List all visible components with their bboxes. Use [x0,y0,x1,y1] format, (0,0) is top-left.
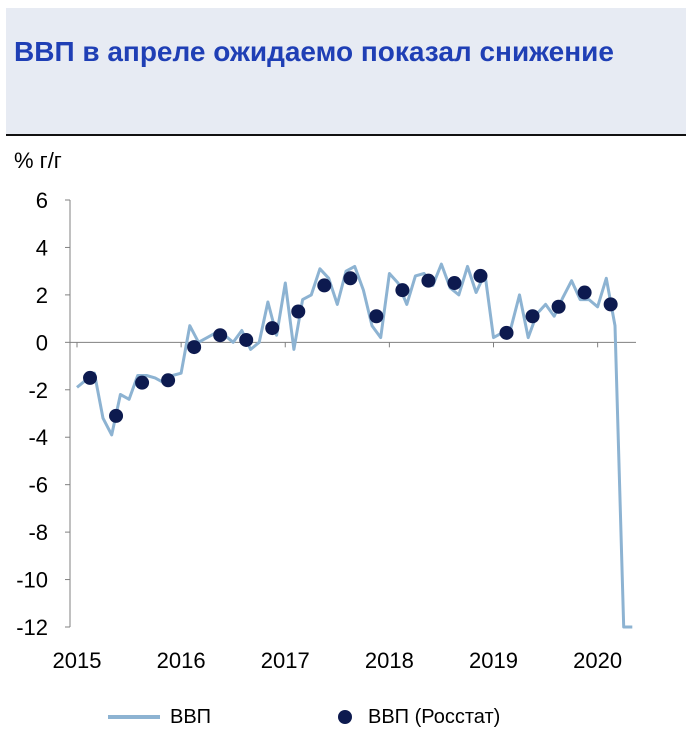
y-tick-label: -8 [28,520,48,545]
legend-line-swatch [108,715,160,719]
rosstat-point [499,325,514,340]
series-layer [76,262,633,629]
rosstat-point [213,328,228,343]
y-tick-label: 4 [36,235,48,260]
y-tick-label: 0 [36,330,48,355]
rosstat-point [187,340,202,355]
x-tick-label: 2018 [365,648,414,673]
rosstat-point [525,309,540,324]
rosstat-point [265,321,280,336]
rosstat-point [603,297,618,312]
y-tick-label: 6 [36,188,48,213]
legend-label-gdp-rosstat: ВВП (Росстат) [368,705,501,728]
x-tick-label: 2017 [261,648,310,673]
rosstat-point [447,276,462,291]
rosstat-point [161,373,176,388]
gdp-line [76,262,633,629]
rosstat-point [317,278,332,293]
rosstat-point [577,285,592,300]
y-tick-label: -4 [28,425,48,450]
x-tick-label: 2019 [469,648,518,673]
x-tick-label: 2020 [573,648,622,673]
y-tick-label: -10 [16,568,48,593]
y-tick-labels: 6 4 2 0 -2 -4 -6 -8 -10 -12 [16,188,48,640]
rosstat-point [83,370,98,385]
y-tick-label: 2 [36,283,48,308]
rosstat-point [239,332,254,347]
legend-item-gdp: ВВП [108,702,211,732]
x-tick-label: 2016 [157,648,206,673]
y-tick-label: -6 [28,473,48,498]
y-tick-label: -12 [16,615,48,640]
y-tick-label: -2 [28,378,48,403]
rosstat-point [369,309,384,324]
x-tick-label: 2015 [53,648,102,673]
legend-item-gdp-rosstat: ВВП (Росстат) [338,702,500,732]
title-banner: ВВП в апреле ожидаемо показал снижение [6,8,686,136]
legend-dot-swatch [338,710,352,724]
rosstat-point [135,375,150,390]
rosstat-point [109,408,124,423]
legend-label-gdp: ВВП [170,705,212,728]
rosstat-point [551,299,566,314]
x-tick-labels: 2015 2016 2017 2018 2019 2020 [53,648,623,673]
rosstat-point [395,283,410,298]
rosstat-point [343,271,358,286]
chart-title: ВВП в апреле ожидаемо показал снижение [14,36,614,67]
rosstat-point [291,304,306,319]
y-axis-unit-label: % г/г [14,148,62,173]
rosstat-point [421,273,436,288]
axes [65,199,636,628]
rosstat-point [473,268,488,283]
